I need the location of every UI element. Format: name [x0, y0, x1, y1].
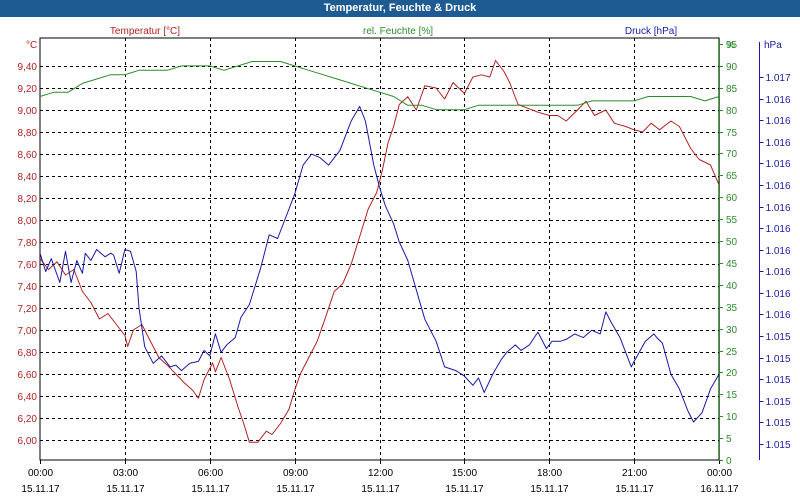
humidity-tick-label: 45	[726, 259, 738, 270]
temperature-tick-label: 7,00	[18, 326, 38, 337]
humidity-tick-label: 20	[726, 368, 738, 379]
temperature-tick-label: 7,40	[18, 282, 38, 293]
x-tick-time-label: 21:00	[622, 468, 647, 479]
pressure-tick-label: 1.015	[766, 375, 791, 386]
humidity-tick-label: 5	[726, 434, 732, 445]
x-tick-date-label: 15.11.17	[276, 484, 315, 495]
pressure-axis-label: Druck [hPa]	[625, 26, 677, 37]
humidity-tick-label: 0	[726, 456, 732, 467]
x-tick-time-label: 09:00	[283, 468, 308, 479]
x-tick-time-label: 03:00	[113, 468, 138, 479]
window-title: Temperatur, Feuchte & Druck	[0, 0, 800, 17]
pressure-tick-label: 1.016	[766, 181, 791, 192]
grid	[39, 37, 720, 461]
temperature-tick-label: 6,20	[18, 414, 38, 425]
humidity-tick-label: 40	[726, 281, 738, 292]
temperature-series-line	[39, 60, 720, 443]
temperature-tick-label: 8,80	[18, 128, 38, 139]
temperature-tick-label: 8,60	[18, 150, 38, 161]
plot-frame	[39, 37, 720, 461]
chart-area: 6,00 6,20 6,40 6,60 6,80 7,00 7,20 7,40 7,60 7,80…	[18, 26, 791, 495]
humidity-tick-label: 60	[726, 193, 738, 204]
pressure-tick-label: 1.015	[766, 332, 791, 343]
axis-labels: °C Temperatur [°C] rel. Feuchte [%] Druc…	[26, 26, 782, 51]
x-tick-date-label: 16.11.17	[700, 484, 739, 495]
pressure-tick-label: 1.015	[766, 354, 791, 365]
x-tick-date-label: 15.11.17	[191, 484, 230, 495]
pressure-tick-label: 1.016	[766, 246, 791, 257]
x-tick-date-label: 15.11.17	[106, 484, 145, 495]
humidity-tick-label: 35	[726, 303, 738, 314]
x-tick-time-label: 00:00	[707, 468, 732, 479]
pressure-tick-label: 1.016	[766, 138, 791, 149]
humidity-tick-label: 75	[726, 128, 738, 139]
pressure-tick-label: 1.016	[766, 116, 791, 127]
pressure-tick-label: 1.017	[766, 73, 791, 84]
humidity-tick-label: 90	[726, 62, 738, 73]
pressure-tick-label: 1.015	[766, 397, 791, 408]
temperature-tick-label: 8,00	[18, 216, 38, 227]
pressure-tick-label: 1.016	[766, 224, 791, 235]
pressure-tick-label: 1.016	[766, 159, 791, 170]
x-tick-time-label: 18:00	[537, 468, 562, 479]
x-tick-date-label: 15.11.17	[445, 484, 484, 495]
humidity-tick-label: 25	[726, 347, 738, 358]
humidity-tick-label: 65	[726, 171, 738, 182]
temperature-tick-label: 8,20	[18, 194, 38, 205]
x-tick-date-label: 15.11.17	[21, 484, 60, 495]
x-tick-date-label: 15.11.17	[530, 484, 569, 495]
x-tick-time-label: 00:00	[28, 468, 53, 479]
humidity-tick-label: 55	[726, 215, 738, 226]
pressure-tick-label: 1.016	[766, 310, 791, 321]
humidity-unit-label: %	[726, 40, 735, 51]
temperature-tick-label: 6,60	[18, 370, 38, 381]
humidity-tick-label: 30	[726, 325, 738, 336]
temperature-tick-label: 6,40	[18, 392, 38, 403]
humidity-tick-label: 85	[726, 84, 738, 95]
temperature-tick-label: 7,20	[18, 304, 38, 315]
humidity-tick-label: 10	[726, 412, 738, 423]
humidity-tick-label: 95	[726, 40, 738, 51]
x-tick-time-label: 06:00	[198, 468, 223, 479]
temperature-unit-label: °C	[26, 40, 37, 51]
temperature-tick-label: 8,40	[18, 172, 38, 183]
temperature-tick-label: 9,20	[18, 84, 38, 95]
humidity-series-line	[39, 61, 720, 111]
axes: 6,00 6,20 6,40 6,60 6,80 7,00 7,20 7,40 7,60 7,80…	[18, 38, 791, 495]
humidity-tick-label: 50	[726, 237, 738, 248]
pressure-tick-label: 1.015	[766, 440, 791, 451]
x-tick-date-label: 15.11.17	[615, 484, 654, 495]
pressure-tick-label: 1.016	[766, 289, 791, 300]
pressure-tick-label: 1.016	[766, 203, 791, 214]
humidity-tick-label: 15	[726, 390, 738, 401]
temperature-tick-label: 7,60	[18, 260, 38, 271]
temperature-tick-label: 6,80	[18, 348, 38, 359]
pressure-series-line	[39, 105, 720, 423]
series	[39, 60, 720, 443]
temperature-tick-label: 9,40	[18, 62, 38, 73]
temperature-tick-label: 7,80	[18, 238, 38, 249]
temperature-tick-label: 9,00	[18, 106, 38, 117]
pressure-unit-label: hPa	[764, 40, 782, 51]
pressure-tick-label: 1.016	[766, 267, 791, 278]
pressure-tick-label: 1.016	[766, 95, 791, 106]
temperature-tick-label: 6,00	[18, 436, 38, 447]
x-tick-date-label: 15.11.17	[361, 484, 400, 495]
temperature-axis-label: Temperatur [°C]	[110, 26, 180, 37]
pressure-tick-label: 1.015	[766, 418, 791, 429]
humidity-axis-label: rel. Feuchte [%]	[363, 26, 433, 37]
humidity-tick-label: 80	[726, 106, 738, 117]
humidity-tick-label: 70	[726, 149, 738, 160]
x-tick-time-label: 12:00	[368, 468, 393, 479]
x-tick-time-label: 15:00	[452, 468, 477, 479]
